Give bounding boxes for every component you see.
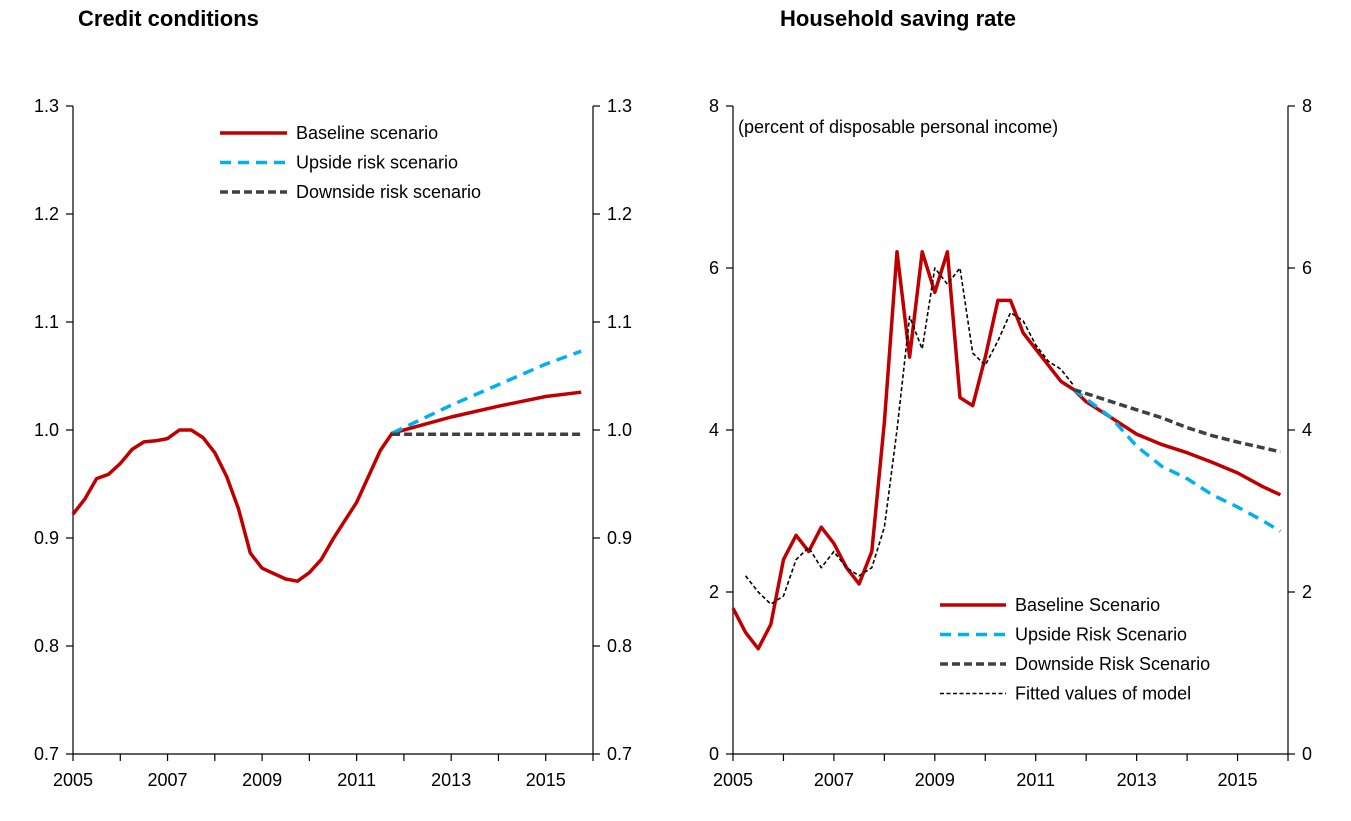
chart2-x-tick-label: 2007 [814, 770, 854, 790]
chart1-legend-label-baseline: Baseline scenario [296, 123, 438, 143]
chart2-x-tick-label: 2009 [915, 770, 955, 790]
chart1-y-tick-label-right: 1.3 [607, 96, 632, 116]
chart2-legend-label-upside: Upside Risk Scenario [1015, 625, 1187, 645]
chart2-y-tick-label-left: 6 [709, 258, 719, 278]
chart2-y-tick-label-right: 0 [1302, 744, 1312, 764]
chart2-y-tick-label-left: 4 [709, 420, 719, 440]
chart1-y-tick-label-right: 1.1 [607, 312, 632, 332]
chart2-legend-label-baseline: Baseline Scenario [1015, 595, 1160, 615]
chart2-annotation: (percent of disposable personal income) [738, 117, 1058, 137]
chart2-y-tick-label-right: 6 [1302, 258, 1312, 278]
credit-conditions-title: Credit conditions [78, 6, 259, 31]
chart2-y-tick-label-left: 0 [709, 744, 719, 764]
chart1-y-tick-label-right: 0.9 [607, 528, 632, 548]
chart1-x-tick-label: 2015 [526, 770, 566, 790]
chart1-series-upside-line [391, 349, 582, 435]
chart1-y-tick-label-left: 1.2 [34, 204, 59, 224]
chart2-series-downside-line [1073, 387, 1281, 454]
chart1-y-tick-label-right: 1.0 [607, 420, 632, 440]
chart2-y-tick-label-right: 8 [1302, 96, 1312, 116]
chart2-y-tick-label-left: 8 [709, 96, 719, 116]
chart2-series-fitted-line [744, 267, 1075, 605]
chart1-x-tick-label: 2011 [337, 770, 376, 790]
chart2-x-tick-label: 2015 [1218, 770, 1258, 790]
chart1-y-tick-label-left: 0.7 [34, 744, 59, 764]
chart1-y-tick-label-left: 1.1 [34, 312, 59, 332]
chart2-series-baseline-line [731, 250, 1282, 651]
chart2-y-tick-label-right: 2 [1302, 582, 1312, 602]
chart1-y-tick-label-right: 0.8 [607, 636, 632, 656]
chart1-y-tick-label-right: 1.2 [607, 204, 632, 224]
chart2-y-tick-label-left: 2 [709, 582, 719, 602]
chart2-legend-label-fitted: Fitted values of model [1015, 684, 1191, 704]
chart1-y-tick-label-right: 0.7 [607, 744, 632, 764]
chart2-x-tick-label: 2005 [713, 770, 753, 790]
chart2-legend-label-downside: Downside Risk Scenario [1015, 654, 1210, 674]
household-saving-rate-title: Household saving rate [780, 6, 1016, 31]
chart2-series-upside-line [1072, 388, 1282, 533]
chart1-series-baseline-line [71, 390, 582, 583]
chart1-y-tick-label-left: 1.0 [34, 420, 59, 440]
chart2-y-tick-label-right: 4 [1302, 420, 1312, 440]
chart1-legend-label-upside: Upside risk scenario [296, 153, 458, 173]
chart1-legend-label-downside: Downside risk scenario [296, 182, 481, 202]
chart2-x-tick-label: 2013 [1117, 770, 1157, 790]
chart1-x-tick-label: 2005 [53, 770, 93, 790]
chart1-y-tick-label-left: 0.8 [34, 636, 59, 656]
chart1-x-tick-label: 2009 [242, 770, 282, 790]
chart1-y-tick-label-left: 0.9 [34, 528, 59, 548]
chart2-x-tick-label: 2011 [1016, 770, 1055, 790]
chart1-x-tick-label: 2013 [431, 770, 471, 790]
chart1-y-tick-label-left: 1.3 [34, 96, 59, 116]
chart1-x-tick-label: 2007 [148, 770, 188, 790]
